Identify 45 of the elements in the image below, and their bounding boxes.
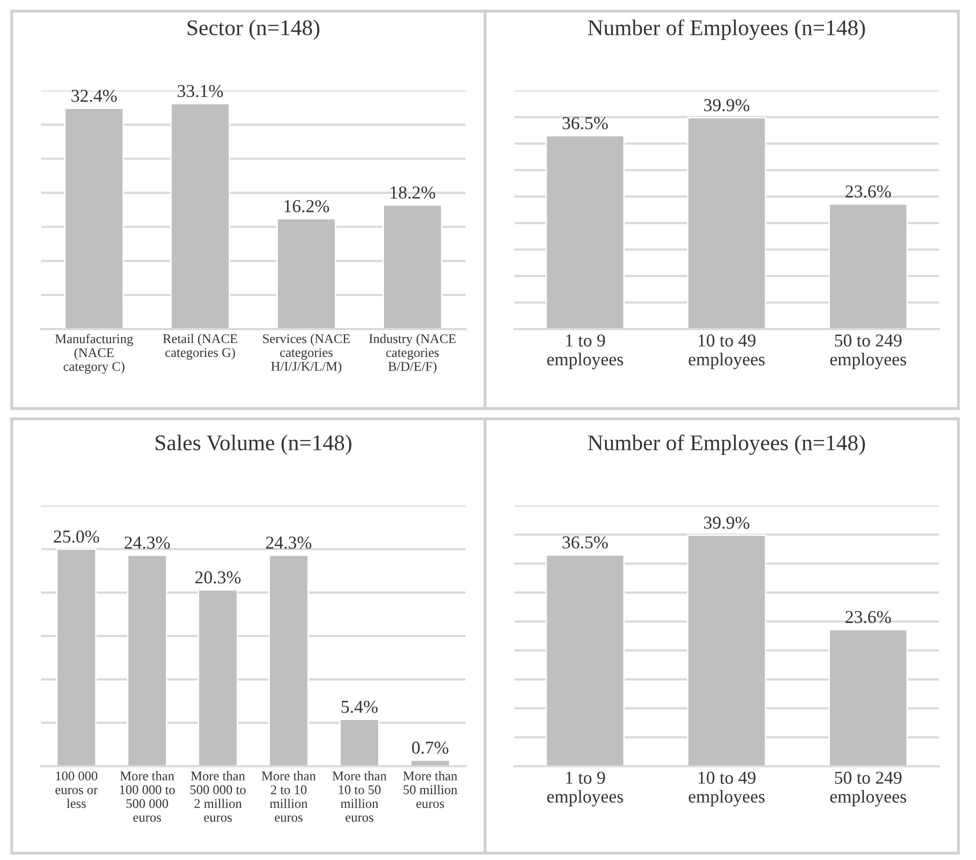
x-tick-label: 10 to 49 employees — [688, 772, 765, 806]
data-label: 39.9% — [704, 99, 750, 112]
data-label: 24.3% — [124, 536, 170, 549]
x-tick-label: 10 to 49 employees — [688, 334, 765, 370]
chart-title: Number of Employees (n=148) — [588, 19, 865, 40]
data-label: 39.9% — [704, 516, 750, 529]
bar — [268, 554, 309, 766]
data-label: 24.3% — [266, 536, 312, 549]
bar — [56, 548, 97, 766]
bar — [170, 102, 230, 330]
data-label: 32.4% — [72, 90, 117, 102]
data-label: 5.4% — [342, 700, 378, 713]
data-label: 16.2% — [284, 200, 330, 212]
x-tick-label: 50 to 249 employees — [830, 772, 906, 806]
bar — [198, 589, 238, 766]
x-tick-label: 100 000 euros or less — [55, 772, 98, 808]
bar — [382, 204, 442, 330]
data-label: 23.6% — [846, 185, 891, 198]
x-tick-label: Retail (NACE categories G) — [163, 334, 238, 360]
x-tick-label: More than 500 000 to 2 million euros — [190, 771, 246, 822]
x-tick-label: Industry (NACE categories B/D/E/F) — [369, 334, 456, 374]
x-tick-label: 1 to 9 employees — [547, 334, 624, 370]
bar — [339, 718, 380, 766]
bar — [276, 218, 336, 330]
x-tick-label: Services (NACE categories H/I/J/K/L/M) — [263, 334, 350, 374]
x-tick-label: More than 100 000 to 500 000 euros — [120, 771, 175, 822]
bar — [126, 554, 168, 766]
data-label: 20.3% — [195, 571, 241, 584]
data-label: 25.0% — [54, 530, 100, 543]
x-tick-label: More than 10 to 50 million euros — [332, 771, 387, 822]
chart-title: Sales Volume (n=148) — [156, 434, 352, 455]
chart-title: Sector (n=148) — [188, 20, 320, 40]
x-tick-label: More than 2 to 10 million euros — [262, 771, 316, 822]
data-label: 33.1% — [178, 84, 223, 98]
data-label: 36.5% — [562, 536, 608, 549]
x-tick-label: More than 50 million euros — [403, 771, 458, 808]
x-tick-label: 50 to 249 employees — [830, 334, 906, 370]
data-label: 18.2% — [390, 186, 436, 199]
x-tick-label: Manufacturing (NACE category C) — [55, 334, 134, 374]
data-label: 0.7% — [412, 742, 448, 754]
chart-title: Number of Employees (n=148) — [588, 434, 865, 455]
data-label: 23.6% — [846, 610, 891, 624]
data-label: 36.5% — [562, 117, 608, 130]
x-tick-label: 1 to 9 employees — [547, 772, 624, 806]
bar — [64, 108, 124, 330]
